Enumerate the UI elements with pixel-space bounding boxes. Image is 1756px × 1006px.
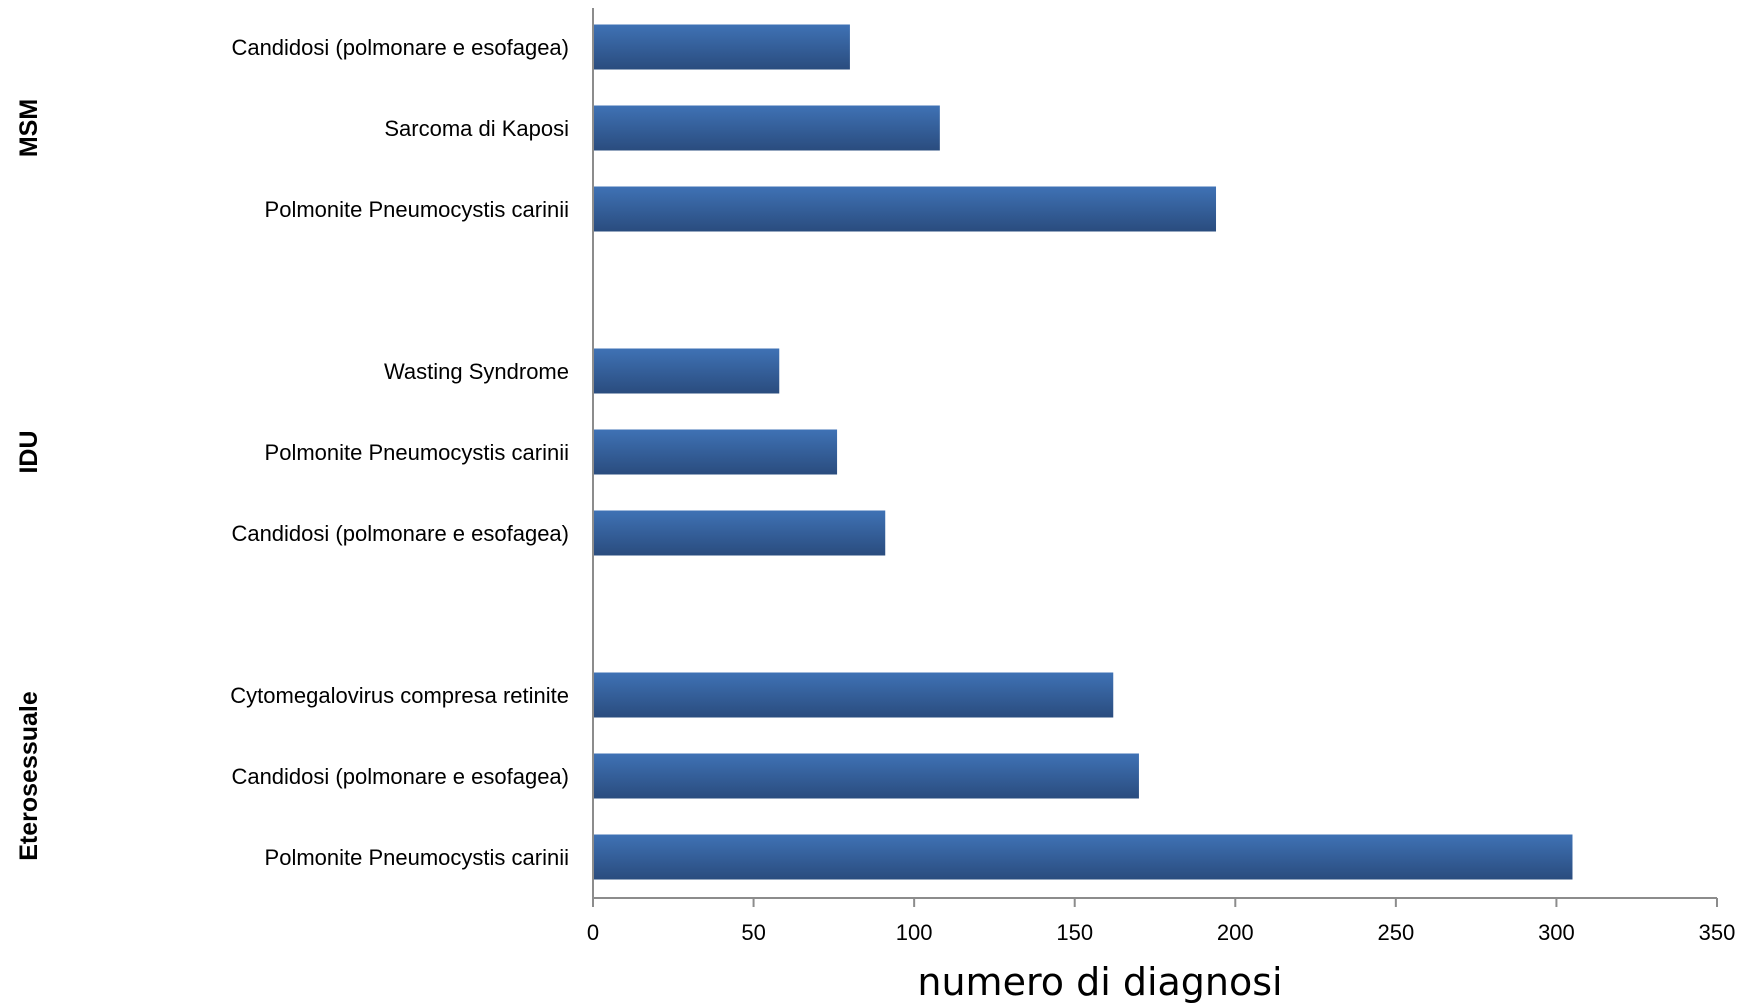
bar	[593, 186, 1217, 232]
bar	[593, 510, 886, 556]
bar	[593, 348, 780, 394]
bar	[593, 24, 850, 70]
group-labels: MSM IDU Eterosessuale	[15, 99, 43, 861]
category-label: Candidosi (polmonare e esofagea)	[231, 764, 569, 789]
bars-layer	[593, 24, 1573, 880]
bar	[593, 672, 1114, 718]
group-label: MSM	[15, 99, 43, 157]
category-label: Polmonite Pneumocystis carinii	[265, 197, 569, 222]
x-tick-label: 100	[896, 920, 933, 945]
group-label: IDU	[15, 430, 43, 473]
axes: 0 50 100 150 200 250 300 350	[587, 8, 1735, 945]
bar	[593, 105, 940, 151]
x-tick-label: 0	[587, 920, 599, 945]
bar	[593, 753, 1139, 799]
group-label: Eterosessuale	[15, 691, 43, 861]
x-tick-label: 250	[1377, 920, 1414, 945]
bar	[593, 429, 838, 475]
x-tick-label: 300	[1538, 920, 1575, 945]
category-label: Candidosi (polmonare e esofagea)	[231, 35, 569, 60]
x-tick-label: 350	[1699, 920, 1736, 945]
x-tick-label: 150	[1056, 920, 1093, 945]
category-labels: Candidosi (polmonare e esofagea) Sarcoma …	[230, 35, 569, 870]
category-label: Polmonite Pneumocystis carinii	[265, 845, 569, 870]
category-label: Sarcoma di Kaposi	[384, 116, 569, 141]
category-label: Candidosi (polmonare e esofagea)	[231, 521, 569, 546]
x-tick-label: 200	[1217, 920, 1254, 945]
category-label: Cytomegalovirus compresa retinite	[230, 683, 569, 708]
x-tick-label: 50	[741, 920, 765, 945]
category-label: Polmonite Pneumocystis carinii	[265, 440, 569, 465]
category-label: Wasting Syndrome	[384, 359, 569, 384]
x-axis-title: numero di diagnosi	[917, 960, 1282, 1004]
bar	[593, 834, 1573, 880]
